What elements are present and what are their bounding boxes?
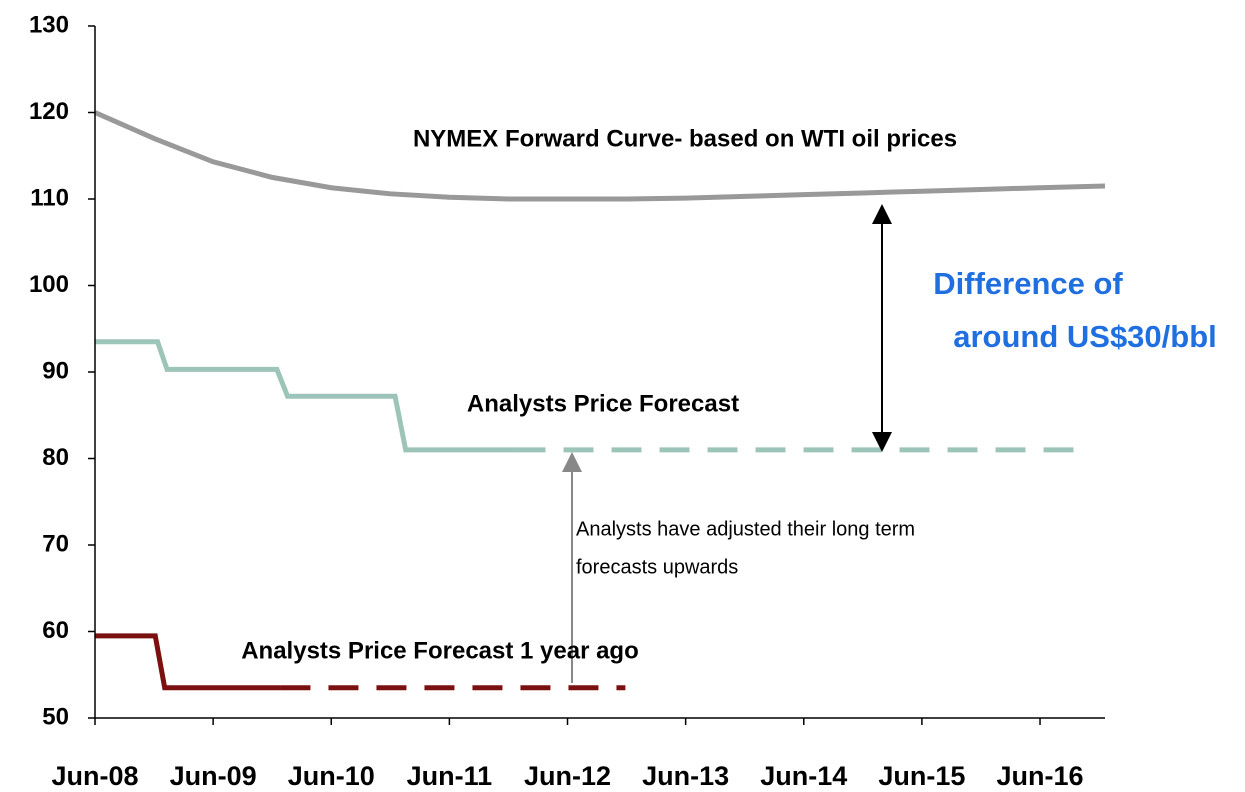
x-tick-label: Jun-14 xyxy=(760,761,847,791)
annotation: Analysts have adjusted their long term xyxy=(576,518,915,540)
y-tick-label: 50 xyxy=(42,703,69,730)
y-tick-label: 90 xyxy=(42,357,69,384)
y-tick-label: 110 xyxy=(30,184,69,211)
annotation: forecasts upwards xyxy=(576,556,738,578)
y-tick-label: 60 xyxy=(42,617,69,644)
series-line xyxy=(95,633,281,691)
x-tick-label: Jun-11 xyxy=(407,761,493,791)
x-tick-label: Jun-13 xyxy=(642,761,729,791)
x-tick-label: Jun-15 xyxy=(878,761,965,791)
x-tick-label: Jun-16 xyxy=(997,761,1084,791)
x-tick-label: Jun-08 xyxy=(51,761,138,791)
annotation: around US$30/bbl xyxy=(953,319,1217,354)
y-tick-label: 120 xyxy=(29,98,69,125)
y-tick-label: 100 xyxy=(29,271,69,298)
annotation: Analysts Price Forecast 1 year ago xyxy=(241,637,639,664)
annotation: Difference of xyxy=(933,266,1123,301)
x-tick-label: Jun-10 xyxy=(288,761,375,791)
series-line xyxy=(95,339,516,453)
y-tick-label: 80 xyxy=(42,444,69,471)
x-tick-label: Jun-09 xyxy=(170,761,257,791)
x-tick-label: Jun-12 xyxy=(524,761,611,791)
annotation: NYMEX Forward Curve- based on WTI oil pr… xyxy=(413,125,957,152)
series-line xyxy=(93,110,1106,202)
y-tick-label: 70 xyxy=(42,530,69,557)
y-tick-label: 130 xyxy=(29,11,69,38)
annotation: Analysts Price Forecast xyxy=(467,390,739,417)
